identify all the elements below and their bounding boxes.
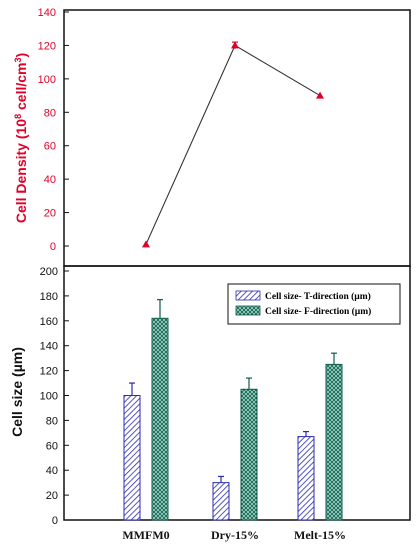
bottom-y-tick-label: 40 [46,465,58,477]
top-y-tick-label: 60 [44,141,56,153]
bottom-panel: 0 20 40 60 80 100 120 140 160 180 200 MMFM0 Dry-15%… [9,265,411,542]
f-direction-bar [240,388,258,521]
legend-swatch-t [235,290,261,301]
bottom-y-tick-label: 140 [40,341,58,353]
bottom-y-tick-label: 20 [46,490,58,502]
density-point-marker [142,240,150,248]
density-point-marker [231,41,239,49]
f-direction-bar [151,317,169,521]
top-y-tick-label: 40 [44,174,56,186]
cell-size-bars [123,299,343,521]
density-line [145,44,321,245]
density-series [142,41,324,248]
bottom-y-tick-label: 80 [46,415,58,427]
density-point-marker [316,91,324,99]
bottom-plot-frame [63,265,411,521]
cell-size-axis-label: Cell size (µm) [9,347,25,437]
bottom-y-tick-label: 100 [40,391,58,403]
density-label-sup1: 8 [13,114,23,119]
bottom-y-tick-label: 160 [40,316,58,328]
bottom-y-tick-label: 200 [40,266,58,278]
category-label: Melt-15% [294,528,346,542]
legend: Cell size- T-direction (µm) Cell size- F… [227,283,401,325]
density-label-sup2: 3 [13,58,23,63]
t-direction-bar [212,482,230,521]
category-label: MMFM0 [122,528,169,542]
t-direction-bar [123,395,141,521]
top-y-tick-label: 140 [38,7,56,19]
bottom-y-tick-label: 120 [40,366,58,378]
density-label-end: ) [13,53,29,58]
bottom-y-tick-label: 0 [52,515,58,527]
bottom-y-tick-label: 60 [46,440,58,452]
category-labels: MMFM0 Dry-15% Melt-15% [122,528,346,542]
legend-swatch-f [235,305,261,316]
top-y-tick-label: 100 [38,74,56,86]
density-label-main: Cell Density (10 [13,119,29,223]
top-y-axis: 0 20 40 60 80 100 120 140 [38,7,69,253]
top-y-tick-label: 20 [44,208,56,220]
category-label: Dry-15% [211,528,259,542]
legend-label-t: Cell size- T-direction (µm) [265,291,371,302]
top-y-tick-label: 80 [44,107,56,119]
top-y-tick-label: 120 [38,40,56,52]
density-label-mid: cell/cm [13,63,29,114]
t-direction-bar [297,436,315,521]
legend-box [227,283,401,325]
top-y-tick-label: 0 [50,241,56,253]
bottom-y-axis: 0 20 40 60 80 100 120 140 160 180 200 [40,266,69,527]
legend-label-f: Cell size- F-direction (µm) [265,306,371,317]
density-axis-label: Cell Density (108 cell/cm3) [13,53,29,223]
top-panel: 0 20 40 60 80 100 120 140 Cell Density (108 cel… [13,7,411,267]
bottom-y-tick-label: 180 [40,291,58,303]
f-direction-bar [325,363,343,521]
